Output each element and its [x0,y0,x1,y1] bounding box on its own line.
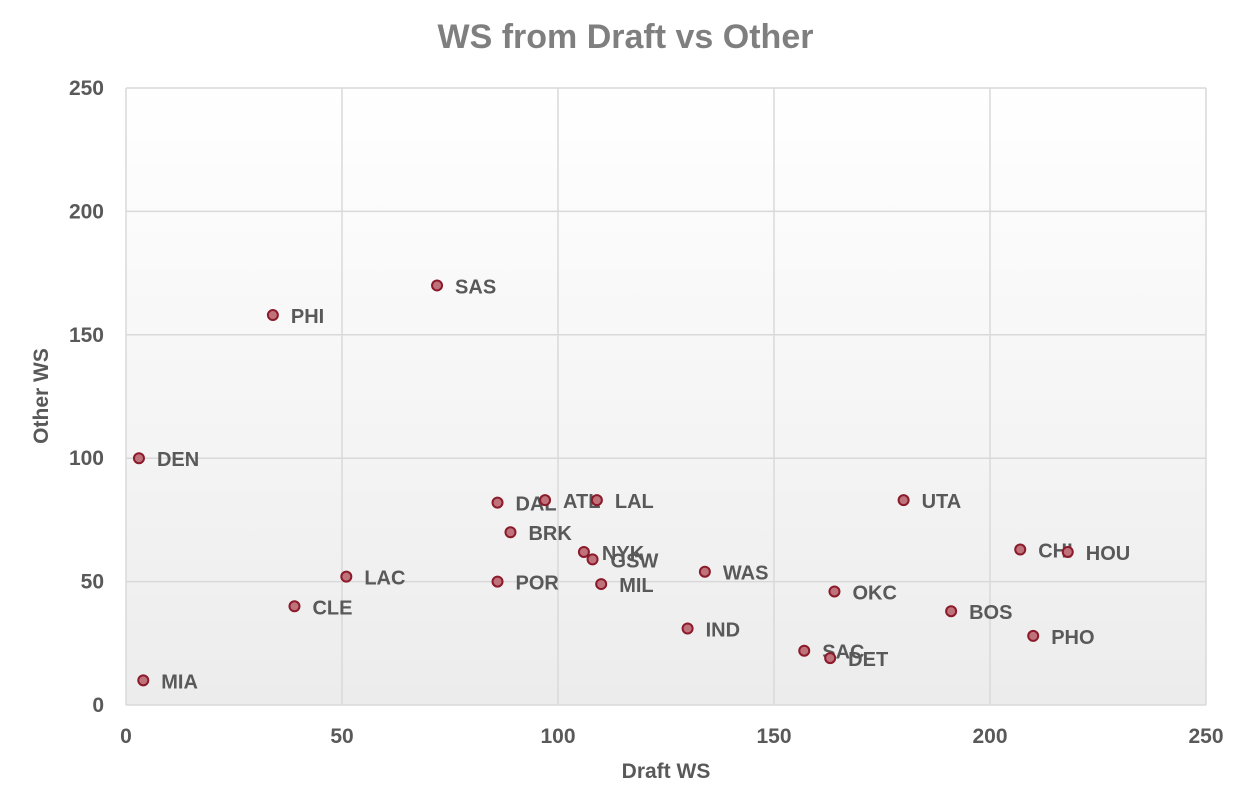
y-axis-title: Other WS [30,348,53,444]
data-label-phi: PHI [291,306,324,328]
horizontal-gridlines [126,87,1206,706]
data-label-dal: DAL [516,494,557,516]
data-point-atl [539,494,552,507]
x-tick-label: 250 [1188,725,1223,748]
chart-title: WS from Draft vs Other [437,18,814,56]
y-tick-label: 150 [69,324,104,347]
x-axis-tick-labels: 0 50 100 150 200 250 [120,725,1223,748]
x-tick-label: 150 [756,725,791,748]
data-label-chi: CHI [1038,541,1072,563]
data-label-brk: BRK [528,523,572,545]
data-label-det: DET [848,649,888,671]
data-point-uta [897,494,910,507]
data-label-mia: MIA [161,671,198,693]
y-tick-label: 100 [69,447,104,470]
y-tick-label: 250 [69,77,104,100]
vertical-gridlines [125,88,1207,705]
y-tick-label: 50 [81,571,104,594]
data-label-por: POR [516,573,560,595]
data-point-hou [1061,545,1074,558]
data-point-cle [288,600,301,613]
data-point-lal [590,494,603,507]
x-tick-label: 200 [972,725,1007,748]
data-label-cle: CLE [312,597,352,619]
x-tick-label: 50 [330,725,353,748]
data-label-okc: OKC [852,582,896,604]
data-label-sas: SAS [455,276,496,298]
data-label-pho: PHO [1051,627,1094,649]
data-point-sac [798,644,811,657]
data-label-ind: IND [706,619,740,641]
data-label-mil: MIL [619,575,653,597]
y-axis-tick-labels: 0 50 100 150 200 250 [69,77,104,717]
data-label-hou: HOU [1086,543,1130,565]
plot-area [126,88,1206,705]
data-point-nyk [577,545,590,558]
data-point-gsw [586,553,599,566]
data-point-chi [1014,543,1027,556]
data-label-lac: LAC [364,568,405,590]
x-tick-label: 0 [120,725,132,748]
x-axis-title: Draft WS [622,760,711,783]
data-point-mil [595,578,608,591]
data-point-den [132,452,145,465]
data-label-den: DEN [157,449,199,471]
x-tick-label: 100 [540,725,575,748]
data-point-phi [266,309,279,322]
data-point-mia [137,674,150,687]
data-point-brk [504,526,517,539]
data-point-lac [340,570,353,583]
data-label-bos: BOS [969,602,1012,624]
data-point-pho [1027,629,1040,642]
data-label-lal: LAL [615,491,654,513]
y-tick-label: 200 [69,200,104,223]
data-label-was: WAS [723,563,769,585]
data-label-gsw: GSW [611,550,659,572]
data-point-det [824,652,837,665]
y-tick-label: 0 [92,694,104,717]
data-point-okc [828,585,841,598]
data-point-was [698,565,711,578]
data-point-por [491,575,504,588]
data-point-sas [431,279,444,292]
data-point-ind [681,622,694,635]
data-label-uta: UTA [922,491,962,513]
data-label-atl: ATL [563,491,600,513]
data-point-dal [491,496,504,509]
data-point-bos [945,605,958,618]
data-label-nyk: NYK [602,543,645,565]
